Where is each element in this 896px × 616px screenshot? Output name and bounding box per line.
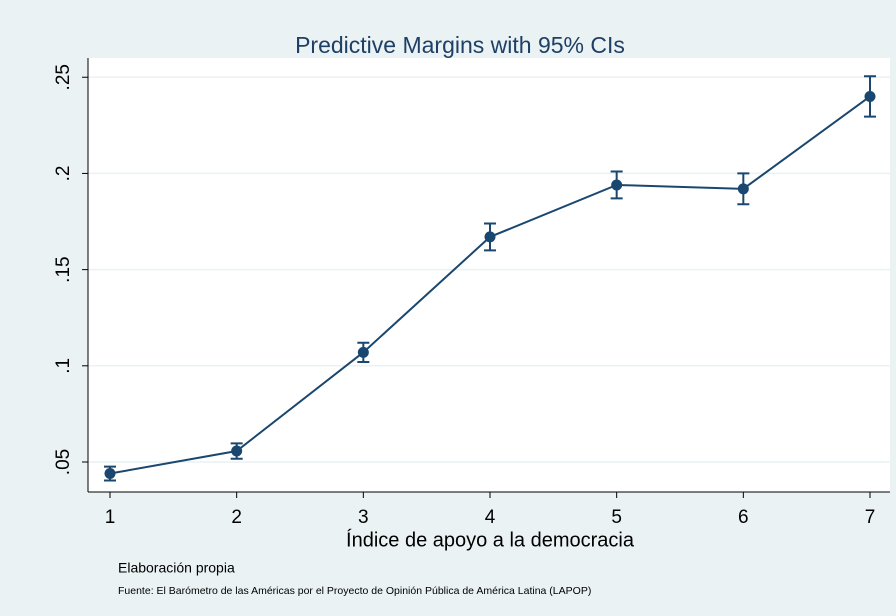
x-tick-label: 1 bbox=[105, 507, 116, 528]
point bbox=[357, 346, 369, 358]
chart-title: Predictive Margins with 95% CIs bbox=[295, 32, 625, 58]
point bbox=[737, 183, 749, 195]
x-tick-label: 7 bbox=[865, 507, 876, 528]
point bbox=[231, 445, 243, 457]
note: Fuente: El Barómetro de las Américas por… bbox=[118, 585, 591, 597]
y-tick-label: .25 bbox=[53, 64, 74, 90]
plot-area bbox=[88, 58, 890, 492]
x-tick-label: 6 bbox=[738, 507, 749, 528]
point bbox=[611, 179, 623, 191]
y-tick-label: .2 bbox=[53, 165, 74, 181]
y-tick-label: .05 bbox=[53, 449, 74, 475]
y-tick-label: .1 bbox=[53, 358, 74, 374]
point bbox=[864, 90, 876, 102]
point bbox=[104, 468, 116, 480]
y-tick-label: .15 bbox=[53, 256, 74, 282]
note: Elaboración propia bbox=[118, 560, 235, 576]
x-tick-label: 3 bbox=[358, 507, 369, 528]
x-tick-label: 4 bbox=[485, 507, 496, 528]
x-tick-label: 5 bbox=[611, 507, 622, 528]
x-tick-label: 2 bbox=[231, 507, 242, 528]
x-axis-label: Índice de apoyo a la democracia bbox=[346, 528, 635, 551]
point bbox=[484, 231, 496, 243]
